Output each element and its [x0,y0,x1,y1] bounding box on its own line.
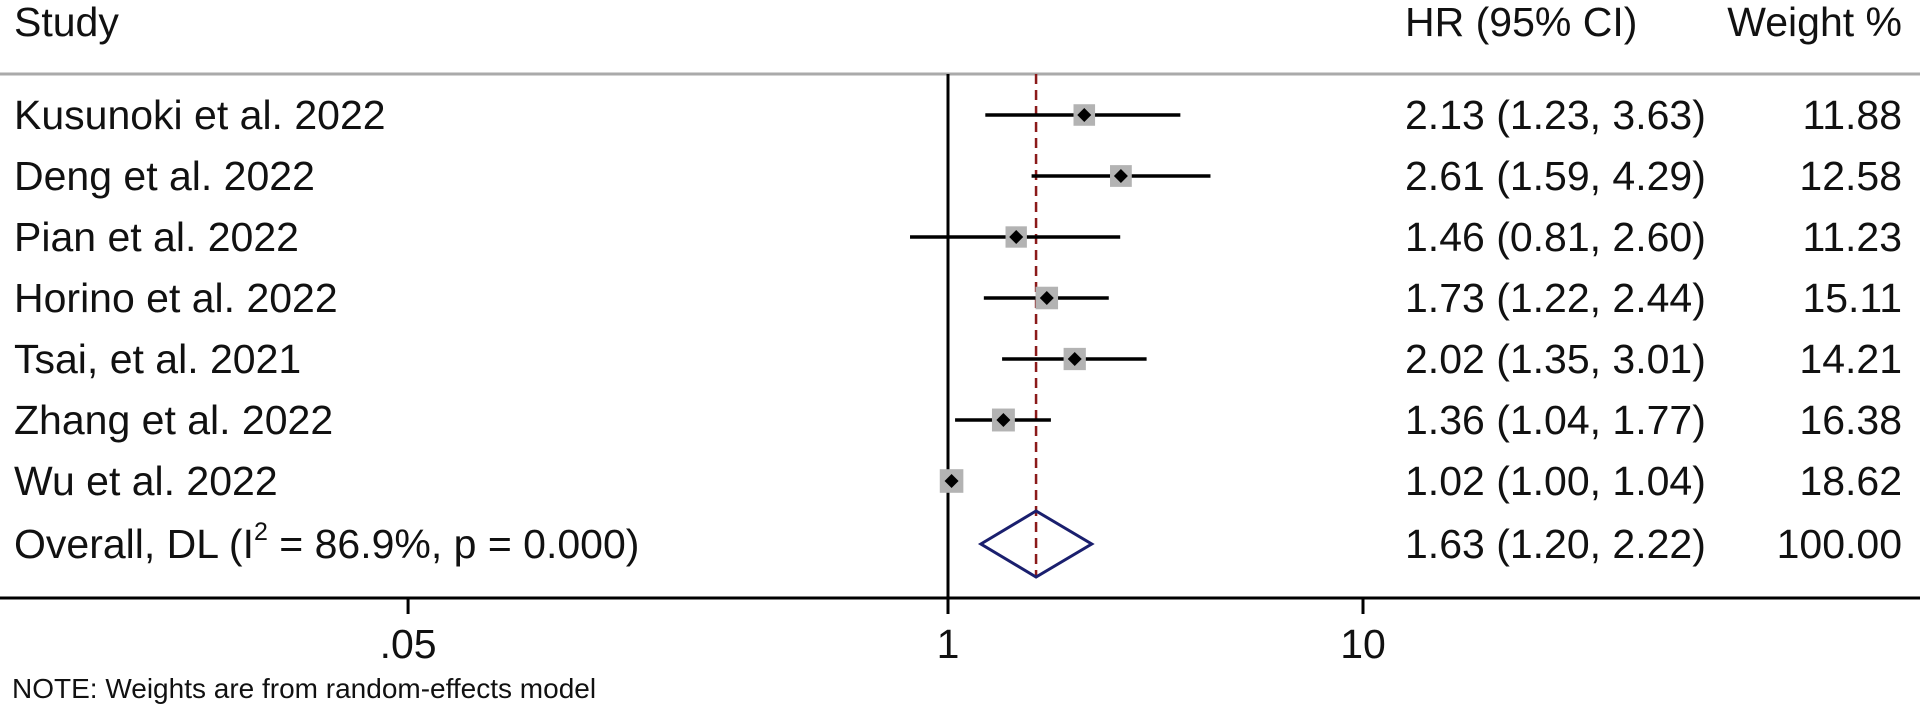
study-row: Tsai, et al. 2021 2.02 (1.35, 3.01) 14.21 [14,336,1902,382]
study-label: Kusunoki et al. 2022 [14,92,386,138]
overall-hr-ci: 1.63 (1.20, 2.22) [1405,521,1706,567]
study-row: Deng et al. 2022 2.61 (1.59, 4.29) 12.58 [14,153,1902,199]
weights-note: NOTE: Weights are from random-effects mo… [12,673,596,704]
overall-label-sup: 2 [254,518,268,546]
study-row: Pian et al. 2022 1.46 (0.81, 2.60) 11.23 [14,214,1902,260]
study-label: Tsai, et al. 2021 [14,336,301,382]
study-hr-ci: 1.73 (1.22, 2.44) [1405,275,1706,321]
study-hr-ci: 2.02 (1.35, 3.01) [1405,336,1706,382]
overall-label: Overall, DL (I2 = 86.9%, p = 0.000) [14,518,639,567]
overall-diamond [977,509,1095,579]
x-tick-label: 10 [1340,621,1386,667]
study-weight: 15.11 [1802,275,1902,321]
study-row: Kusunoki et al. 2022 2.13 (1.23, 3.63) 11.… [14,92,1902,138]
x-tick-label: 1 [937,621,960,667]
study-label: Deng et al. 2022 [14,153,315,199]
overall-label-suffix: = 86.9%, p = 0.000) [268,521,640,567]
study-weight: 12.58 [1799,153,1902,199]
study-label: Wu et al. 2022 [14,458,278,504]
study-hr-ci: 2.61 (1.59, 4.29) [1405,153,1706,199]
study-label: Zhang et al. 2022 [14,397,333,443]
study-rows: Kusunoki et al. 2022 2.13 (1.23, 3.63) 11.… [14,92,1902,504]
x-axis-ticks: .05 1 10 [380,598,1386,667]
header-hr-ci: HR (95% CI) [1405,0,1637,45]
point-estimate [1067,352,1082,366]
study-weight: 11.88 [1802,92,1902,138]
study-row: Horino et al. 2022 1.73 (1.22, 2.44) 15.11 [14,275,1902,321]
study-hr-ci: 2.13 (1.23, 3.63) [1405,92,1706,138]
header-study: Study [14,0,119,45]
study-row: Zhang et al. 2022 1.36 (1.04, 1.77) 16.38 [14,397,1902,443]
point-estimate [996,413,1011,427]
study-weight: 18.62 [1799,458,1902,504]
study-row: Wu et al. 2022 1.02 (1.00, 1.04) 18.62 [14,458,1902,504]
x-tick-label: .05 [380,621,437,667]
point-estimate [1009,230,1024,244]
point-estimate [1039,291,1054,305]
study-hr-ci: 1.36 (1.04, 1.77) [1405,397,1706,443]
point-estimate [944,474,959,488]
study-label: Horino et al. 2022 [14,275,338,321]
study-weight: 16.38 [1799,397,1902,443]
overall-label-prefix: Overall, DL (I [14,521,254,567]
study-hr-ci: 1.02 (1.00, 1.04) [1405,458,1706,504]
study-hr-ci: 1.46 (0.81, 2.60) [1405,214,1706,260]
study-weight: 14.21 [1799,336,1902,382]
overall-weight: 100.00 [1777,521,1902,567]
point-estimate [1077,108,1092,122]
study-label: Pian et al. 2022 [14,214,299,260]
study-weight: 11.23 [1802,214,1902,260]
header-weight: Weight % [1727,0,1902,45]
point-estimate [1113,169,1128,183]
